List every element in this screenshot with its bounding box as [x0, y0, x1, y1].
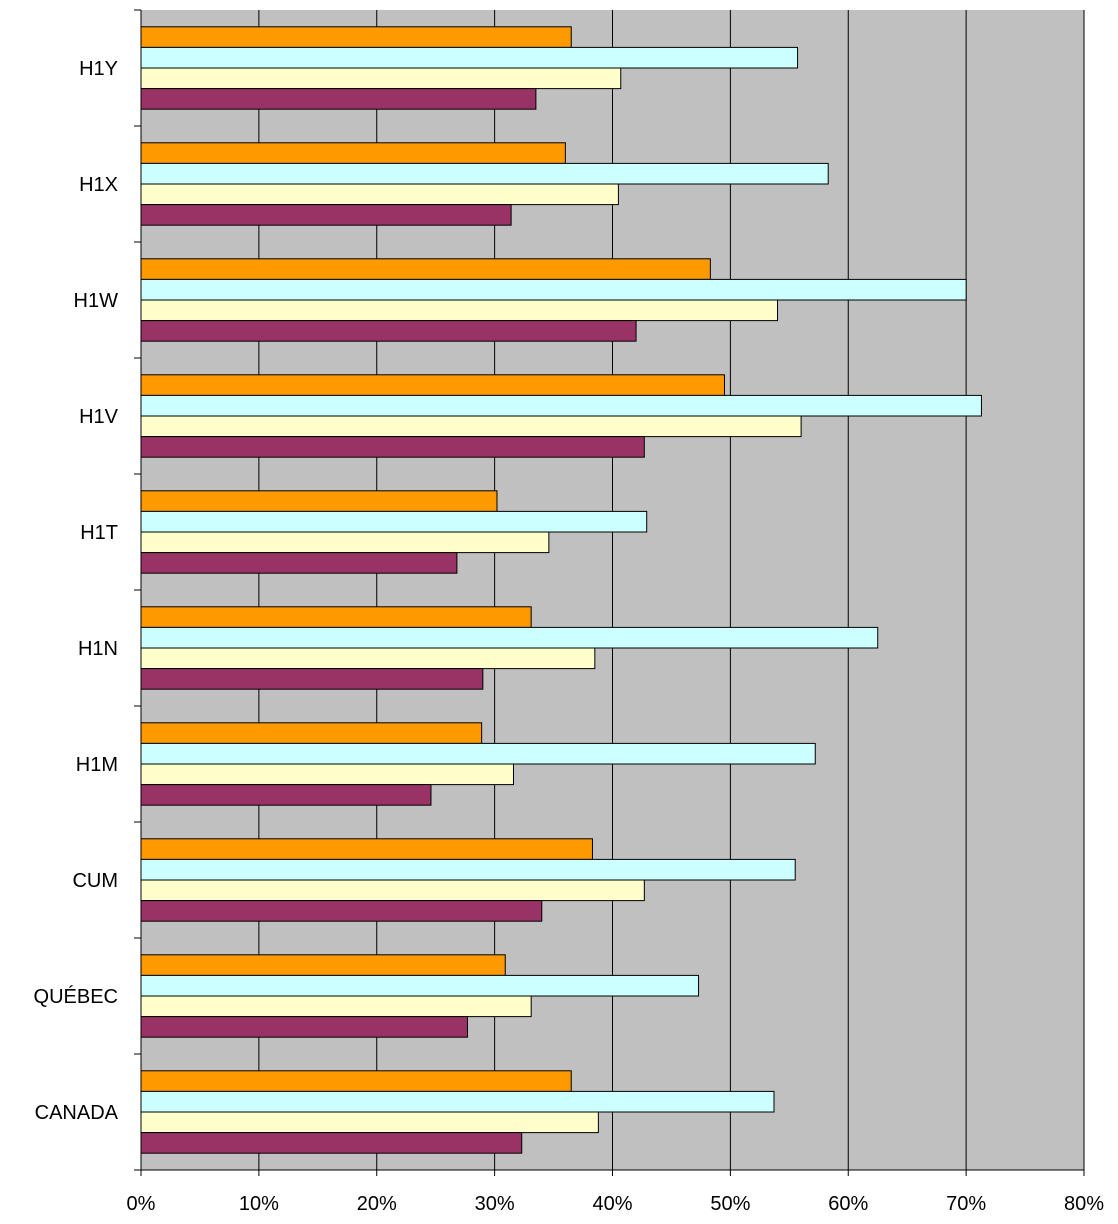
bar	[140, 974, 700, 997]
bar	[140, 1132, 523, 1154]
bar	[140, 490, 498, 512]
category-label: CUM	[72, 870, 118, 892]
bar	[140, 67, 622, 90]
bar	[140, 954, 506, 976]
bar	[140, 552, 458, 574]
bar	[140, 647, 596, 670]
category-label: H1N	[78, 638, 118, 660]
bar	[140, 668, 484, 690]
category-label: H1V	[79, 406, 119, 428]
x-tick-label: 80%	[1064, 1193, 1104, 1215]
tick-labels: 0% 10% 20% 30% 40% 50% 60% 70% 80%	[127, 1193, 1105, 1215]
bar	[140, 162, 829, 185]
bar	[140, 510, 648, 533]
category-label: H1Y	[79, 58, 118, 80]
x-tick-label: 50%	[710, 1193, 750, 1215]
bar	[140, 531, 550, 554]
bar	[140, 258, 711, 280]
axes	[134, 9, 1085, 1176]
bar	[140, 142, 566, 164]
bar	[140, 436, 645, 458]
bar	[140, 1090, 775, 1113]
bar	[140, 26, 572, 48]
category-label: H1M	[76, 754, 118, 776]
bar	[140, 784, 432, 806]
bar	[140, 763, 514, 786]
bar	[140, 606, 532, 628]
category-label: H1W	[74, 290, 119, 312]
bar	[140, 879, 645, 902]
category-label: H1X	[79, 174, 118, 196]
category-label: QUÉBEC	[34, 985, 118, 1008]
x-tick-label: 70%	[946, 1193, 986, 1215]
bar	[140, 1111, 599, 1134]
bars	[140, 26, 982, 1154]
bar	[140, 320, 637, 342]
x-tick-label: 60%	[828, 1193, 868, 1215]
bar	[140, 204, 512, 226]
x-tick-label: 20%	[357, 1193, 397, 1215]
category-label: H1T	[80, 522, 118, 544]
bar	[140, 1070, 572, 1092]
bar	[140, 88, 537, 110]
bar	[140, 742, 816, 765]
x-tick-label: 40%	[592, 1193, 632, 1215]
bar	[140, 838, 593, 860]
bar	[140, 858, 796, 881]
bar	[140, 46, 799, 69]
bar	[140, 394, 982, 417]
bar	[140, 278, 967, 301]
bar	[140, 183, 619, 206]
bar	[140, 995, 532, 1018]
bar	[140, 415, 802, 438]
bar	[140, 626, 879, 649]
x-tick-label: 30%	[475, 1193, 515, 1215]
bar	[140, 722, 483, 744]
x-tick-label: 0%	[127, 1193, 156, 1215]
bar	[140, 299, 779, 322]
category-labels: H1Y H1X H1W H1V H1T H1N H1M CUM QUÉBEC CANADA	[34, 58, 119, 1124]
category-label: CANADA	[35, 1102, 119, 1124]
bar	[140, 374, 725, 396]
bar	[140, 900, 543, 922]
x-tick-label: 10%	[239, 1193, 279, 1215]
bar	[140, 1016, 469, 1038]
